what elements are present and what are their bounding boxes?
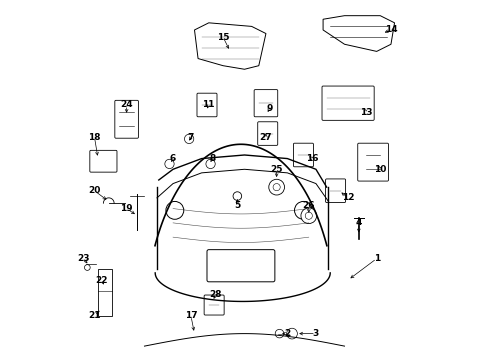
Text: 27: 27 — [259, 132, 272, 141]
Text: 20: 20 — [88, 186, 101, 195]
Circle shape — [164, 159, 174, 168]
Text: 10: 10 — [373, 165, 386, 174]
Circle shape — [233, 192, 241, 201]
Text: 26: 26 — [302, 201, 314, 210]
FancyBboxPatch shape — [257, 122, 277, 145]
Text: 15: 15 — [216, 33, 229, 42]
Text: 1: 1 — [373, 254, 379, 263]
Text: 24: 24 — [120, 100, 133, 109]
Text: 14: 14 — [384, 26, 396, 35]
Circle shape — [275, 329, 283, 338]
Circle shape — [305, 212, 312, 219]
Circle shape — [205, 159, 215, 168]
Text: 19: 19 — [120, 204, 133, 213]
Text: 16: 16 — [305, 154, 318, 163]
FancyBboxPatch shape — [206, 249, 274, 282]
Text: 12: 12 — [341, 193, 354, 202]
Text: 17: 17 — [184, 311, 197, 320]
Polygon shape — [323, 16, 394, 51]
Text: 11: 11 — [202, 100, 215, 109]
Text: 5: 5 — [234, 201, 240, 210]
FancyBboxPatch shape — [197, 93, 217, 117]
Text: 3: 3 — [312, 329, 318, 338]
FancyBboxPatch shape — [254, 90, 277, 117]
Text: 4: 4 — [355, 219, 361, 228]
FancyBboxPatch shape — [293, 143, 313, 167]
Text: 8: 8 — [209, 154, 215, 163]
Text: 6: 6 — [170, 154, 176, 163]
Text: 25: 25 — [270, 165, 283, 174]
Text: 21: 21 — [88, 311, 101, 320]
Text: 23: 23 — [77, 254, 90, 263]
Text: 2: 2 — [284, 329, 290, 338]
Circle shape — [84, 265, 90, 270]
Circle shape — [286, 328, 297, 339]
Circle shape — [184, 134, 193, 144]
Circle shape — [268, 179, 284, 195]
Text: 18: 18 — [88, 132, 101, 141]
FancyBboxPatch shape — [203, 295, 224, 315]
FancyBboxPatch shape — [357, 143, 387, 181]
Polygon shape — [194, 23, 265, 69]
FancyBboxPatch shape — [322, 86, 373, 120]
Circle shape — [272, 184, 280, 191]
Text: 28: 28 — [209, 290, 222, 299]
Text: 22: 22 — [95, 275, 108, 284]
FancyBboxPatch shape — [90, 150, 117, 172]
Circle shape — [300, 208, 316, 224]
FancyBboxPatch shape — [115, 100, 138, 138]
Bar — [98, 269, 112, 316]
Text: 13: 13 — [359, 108, 371, 117]
FancyBboxPatch shape — [325, 179, 345, 203]
Text: 7: 7 — [187, 132, 194, 141]
Text: 9: 9 — [266, 104, 272, 113]
